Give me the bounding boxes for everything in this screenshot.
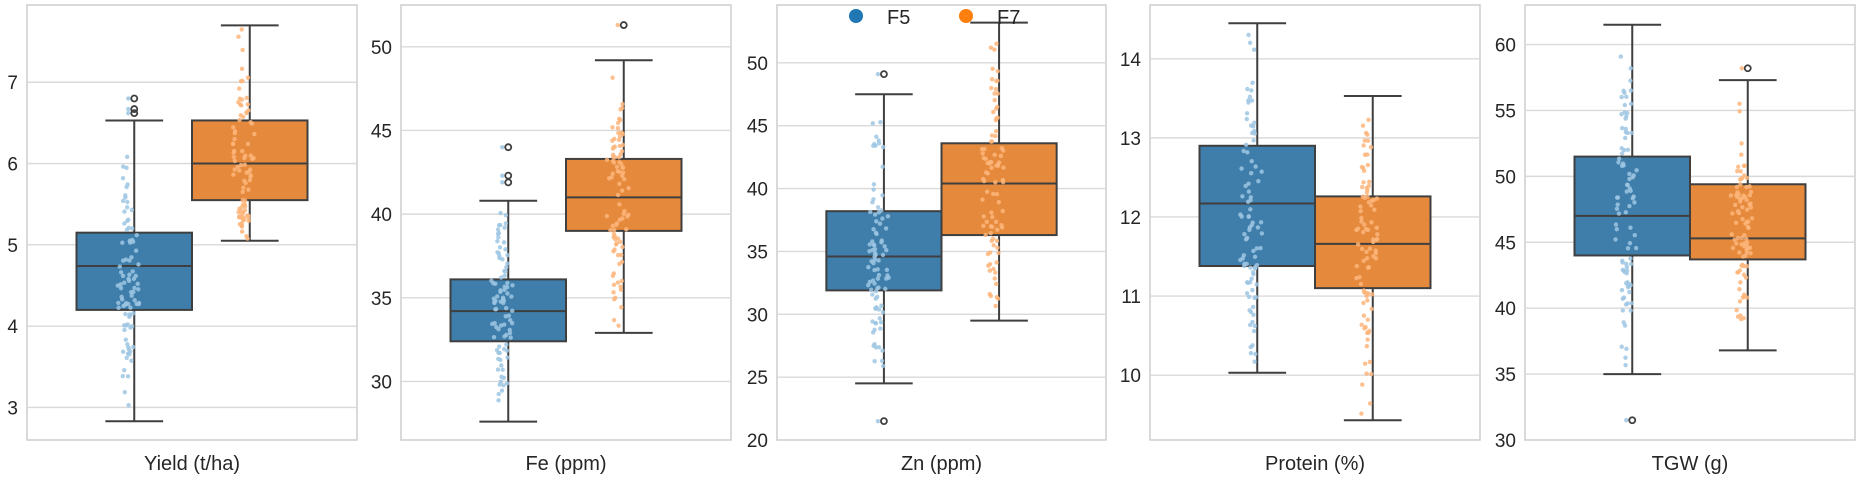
subplot-protein: 10 11 12 13 14 Protein (%) [1120, 4, 1481, 475]
x-axis-label: Fe (ppm) [525, 453, 606, 475]
legend-label-f7: F7 [997, 7, 1020, 29]
y-tick-label: 50 [371, 38, 392, 59]
plot-area [26, 4, 358, 441]
outlier-marker [504, 171, 513, 180]
swarm-points [866, 71, 891, 424]
y-tick-label: 12 [1120, 208, 1141, 229]
y-tick-label: 55 [1495, 101, 1516, 122]
swarm-points [489, 145, 515, 403]
x-axis-label: Protein (%) [1265, 453, 1365, 475]
legend-marker-f7 [959, 9, 973, 23]
iqr-box [191, 119, 309, 202]
y-tick-label: 40 [747, 180, 768, 201]
subplot-zn-ppm: 20 25 30 35 40 45 50 Zn (ppm) [747, 4, 1107, 475]
box-f5 [1573, 23, 1691, 425]
y-tick-label: 45 [747, 117, 768, 138]
y-tick-label: 5 [7, 236, 18, 257]
y-tick-label: 30 [1495, 431, 1516, 452]
outlier-marker [130, 105, 139, 113]
y-tick-label: 13 [1120, 129, 1141, 150]
outlier-marker [130, 94, 139, 103]
y-tick-label: 6 [7, 155, 18, 176]
box-f7 [1314, 94, 1432, 422]
y-tick-label: 35 [1495, 365, 1516, 386]
swarm-points [230, 27, 257, 241]
swarm-points [1728, 66, 1755, 322]
swarm-points [979, 41, 1006, 309]
swarm-points [1613, 54, 1639, 423]
iqr-box [940, 142, 1058, 237]
y-tick-label: 4 [7, 317, 18, 338]
swarm-points [1238, 32, 1265, 364]
y-tick-label: 3 [7, 398, 18, 419]
y-tick-label: 45 [1495, 233, 1516, 254]
swarm-points [1354, 117, 1380, 416]
y-tick-label: 7 [7, 73, 18, 94]
legend-label-f5: F5 [887, 7, 910, 29]
box-f5 [449, 143, 567, 423]
subplot-yield-t-ha: 3 4 5 6 7 Yield (t/ha) [7, 4, 358, 475]
y-tick-label: 14 [1120, 50, 1142, 71]
box-f7 [940, 21, 1058, 322]
x-axis-label: Zn (ppm) [901, 453, 982, 475]
swarm-points [115, 96, 142, 408]
y-tick-label: 50 [1495, 167, 1516, 188]
legend: F5 F7 [849, 7, 1020, 29]
outlier-marker [130, 109, 139, 118]
y-tick-label: 20 [747, 431, 768, 452]
y-tick-label: 40 [371, 205, 392, 226]
iqr-box [1314, 195, 1432, 290]
outlier-marker [504, 143, 513, 152]
y-tick-label: 35 [747, 242, 768, 263]
swarm-points [604, 22, 631, 328]
y-tick-label: 60 [1495, 36, 1516, 57]
outlier-marker [1628, 416, 1637, 425]
y-tick-label: 45 [371, 121, 392, 142]
subplot-fe-ppm: 30 35 40 45 50 Fe (ppm) [371, 4, 732, 475]
y-tick-label: 30 [747, 305, 768, 326]
box-f5 [75, 94, 193, 423]
box-f5 [1198, 22, 1316, 374]
iqr-box [825, 210, 943, 292]
x-axis-label: TGW (g) [1652, 453, 1729, 475]
iqr-box [75, 231, 193, 311]
outlier-marker [880, 70, 888, 79]
iqr-box [1573, 155, 1691, 257]
outlier-marker [619, 21, 628, 29]
box-f7 [565, 21, 683, 334]
y-tick-label: 40 [1495, 299, 1516, 320]
y-tick-label: 35 [371, 289, 392, 310]
x-axis-label: Yield (t/ha) [144, 453, 240, 475]
subplot-tgw-g: 30 35 40 45 50 55 60 TGW (g) [1495, 4, 1856, 475]
outlier-marker [880, 417, 888, 426]
y-tick-label: 30 [371, 372, 392, 393]
y-tick-label: 50 [747, 54, 768, 75]
box-f5 [825, 70, 943, 426]
box-f7 [1689, 64, 1807, 352]
y-tick-label: 11 [1121, 287, 1141, 308]
box-f7 [191, 24, 309, 242]
outlier-marker [1743, 64, 1752, 73]
legend-marker-f5 [849, 9, 863, 23]
y-tick-label: 10 [1120, 366, 1141, 387]
y-tick-label: 25 [747, 368, 768, 389]
